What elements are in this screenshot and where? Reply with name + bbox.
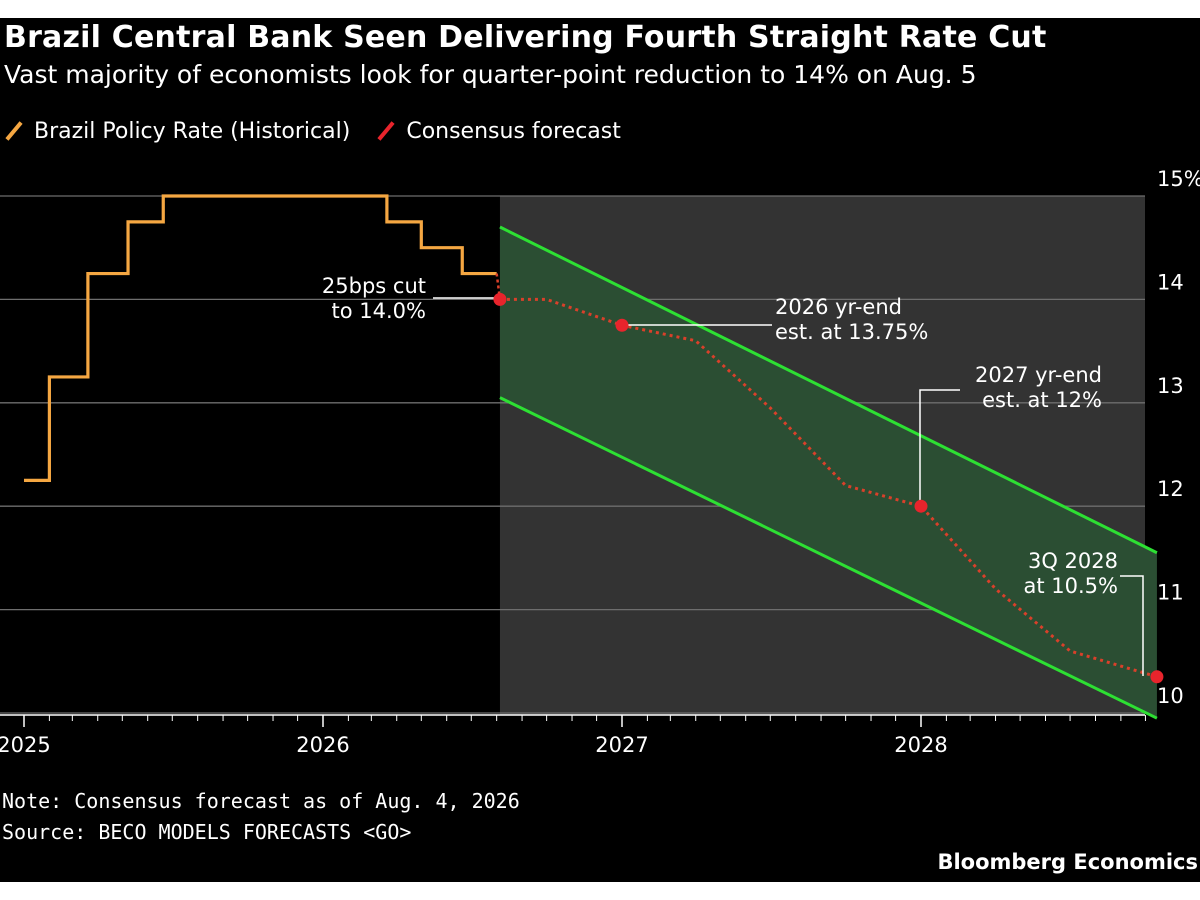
x-tick-label: 2027: [595, 733, 648, 757]
annotation-line: 2027 yr-end: [975, 363, 1102, 387]
chart-title: Brazil Central Bank Seen Delivering Four…: [4, 20, 1047, 55]
forecast-marker: [914, 499, 928, 513]
annotation-leader: [919, 389, 960, 507]
y-tick-label: 11: [1157, 581, 1184, 605]
chart-subtitle: Vast majority of economists look for qua…: [4, 60, 977, 89]
forecast-marker: [493, 292, 507, 306]
series-historical-line: [24, 194, 497, 482]
legend-label-forecast: Consensus forecast: [406, 118, 621, 144]
band-upper-line: [499, 225, 1158, 555]
x-tick-label: 2028: [894, 733, 947, 757]
series-forecast-line: [499, 297, 1158, 679]
annotation-line: to 14.0%: [332, 299, 426, 323]
forecast-band: [499, 227, 1157, 719]
annotation-leader: [1120, 575, 1144, 676]
brand-text: Bloomberg Economics: [937, 850, 1198, 874]
forecast-marker: [1150, 670, 1164, 684]
annotation-label: 25bps cut to 14.0%: [322, 274, 426, 323]
chart-notes: Note: Consensus forecast as of Aug. 4, 2…: [2, 786, 520, 848]
series-transition-line: [495, 273, 502, 300]
legend-item-historical: Brazil Policy Rate (Historical): [4, 119, 350, 144]
annotation-line: est. at 13.75%: [775, 320, 928, 344]
annotation-label: 3Q 2028 at 10.5%: [1024, 549, 1119, 598]
chart-legend: Brazil Policy Rate (Historical) Consensu…: [4, 116, 647, 146]
annotation-line: est. at 12%: [982, 388, 1102, 412]
note-text: Note: Consensus forecast as of Aug. 4, 2…: [2, 789, 520, 813]
annotation-line: 25bps cut: [322, 274, 426, 298]
annotation-line: 2026 yr-end: [775, 295, 902, 319]
band-lower-line: [499, 396, 1158, 720]
forecast-marker: [615, 318, 629, 332]
y-tick-label: 10: [1157, 684, 1184, 708]
annotation-label: 2026 yr-end est. at 13.75%: [775, 295, 928, 344]
y-tick-label: 12: [1157, 477, 1184, 501]
annotation-label: 2027 yr-end est. at 12%: [975, 363, 1102, 412]
legend-label-historical: Brazil Policy Rate (Historical): [34, 118, 351, 144]
x-tick-label: 2025: [0, 733, 51, 757]
annotation-line: at 10.5%: [1024, 574, 1119, 598]
x-tick-label: 2026: [296, 733, 349, 757]
y-tick-label: 13: [1157, 374, 1184, 398]
y-tick-label: 15%: [1157, 167, 1200, 191]
y-tick-label: 14: [1157, 270, 1184, 294]
source-text: Source: BECO MODELS FORECASTS <GO>: [2, 820, 412, 844]
legend-item-forecast: Consensus forecast: [376, 119, 621, 144]
annotation-line: 3Q 2028: [1028, 549, 1118, 573]
